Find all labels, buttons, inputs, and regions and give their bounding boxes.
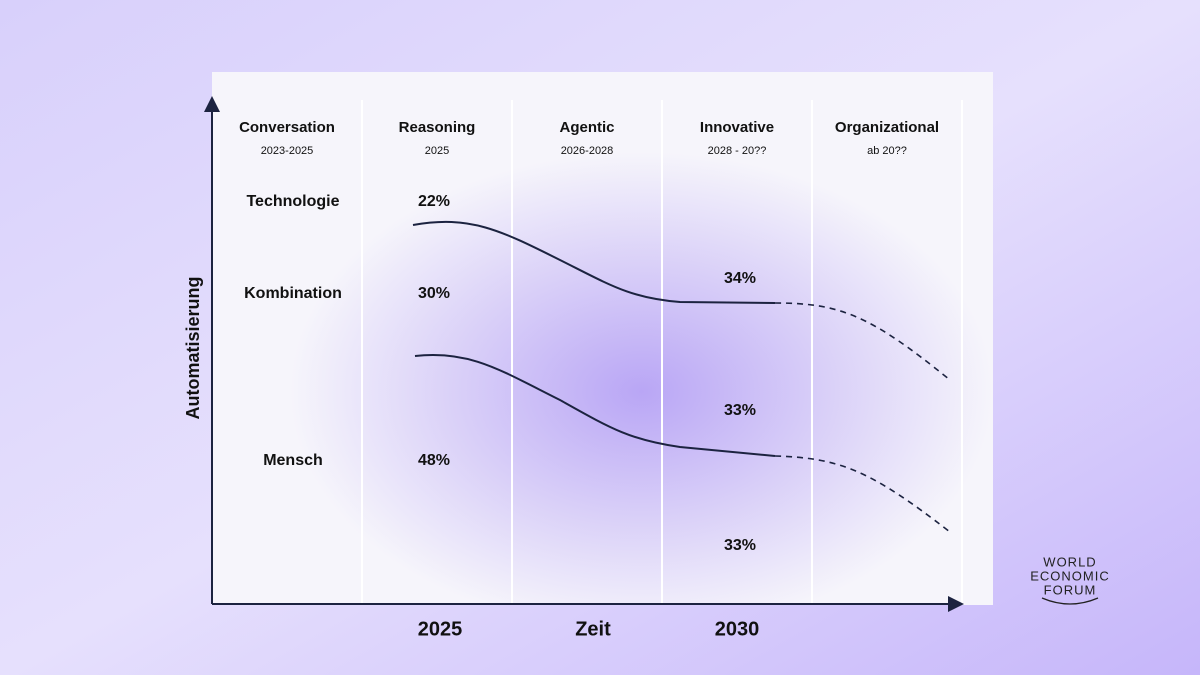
x-label: 2030: [715, 618, 760, 640]
y-axis-label: Automatisierung: [183, 276, 203, 419]
column-period: 2025: [425, 145, 449, 157]
share-2030: 34%: [724, 270, 756, 287]
share-2030: 33%: [724, 537, 756, 554]
column-title: Conversation: [239, 119, 335, 136]
row-label: Technologie: [246, 193, 339, 210]
column-period: ab 20??: [867, 145, 907, 157]
x-label: 2025: [418, 618, 463, 640]
upper-curve-projection: [774, 302, 951, 381]
upper-curve: [412, 220, 776, 304]
column-title: Agentic: [559, 119, 614, 136]
lower-curve: [414, 354, 776, 457]
column-title: Reasoning: [399, 119, 476, 136]
logo-text: FORUM: [1044, 582, 1097, 597]
row-label: Mensch: [263, 452, 323, 469]
share-2025: 22%: [418, 193, 450, 210]
row-label: Kombination: [244, 285, 342, 302]
column-title: Innovative: [700, 119, 774, 136]
panel: [212, 72, 993, 605]
logo-text: WORLD: [1043, 554, 1096, 569]
column-period: 2023-2025: [261, 145, 314, 157]
share-2025: 30%: [418, 285, 450, 302]
x-axis-title: Zeit: [575, 618, 611, 640]
column-title: Organizational: [835, 119, 939, 136]
share-2025: 48%: [418, 452, 450, 469]
logo-text: ECONOMIC: [1030, 568, 1110, 583]
column-period: 2028 - 20??: [708, 145, 767, 157]
column-period: 2026-2028: [561, 145, 614, 157]
logo-arc: [1041, 597, 1099, 605]
lower-curve-projection: [774, 455, 951, 533]
share-2030: 33%: [724, 402, 756, 419]
